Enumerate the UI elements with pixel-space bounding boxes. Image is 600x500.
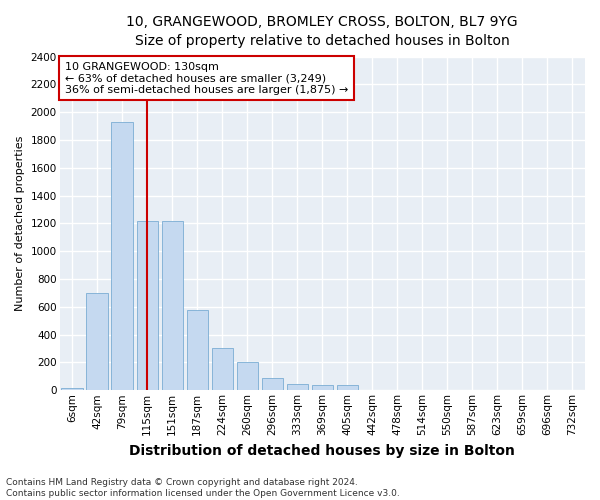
Bar [262,378,283,390]
Bar [337,386,358,390]
Text: Contains HM Land Registry data © Crown copyright and database right 2024.
Contai: Contains HM Land Registry data © Crown c… [6,478,400,498]
Title: 10, GRANGEWOOD, BROMLEY CROSS, BOLTON, BL7 9YG
Size of property relative to deta: 10, GRANGEWOOD, BROMLEY CROSS, BOLTON, B… [127,15,518,48]
Bar [287,384,308,390]
Bar [161,220,183,390]
Bar [311,384,333,390]
Text: 10 GRANGEWOOD: 130sqm
← 63% of detached houses are smaller (3,249)
36% of semi-d: 10 GRANGEWOOD: 130sqm ← 63% of detached … [65,62,348,95]
Bar [236,362,258,390]
X-axis label: Distribution of detached houses by size in Bolton: Distribution of detached houses by size … [130,444,515,458]
Bar [137,220,158,390]
Bar [187,310,208,390]
Bar [61,388,83,390]
Bar [86,293,108,390]
Bar [212,348,233,391]
Bar [112,122,133,390]
Y-axis label: Number of detached properties: Number of detached properties [15,136,25,311]
